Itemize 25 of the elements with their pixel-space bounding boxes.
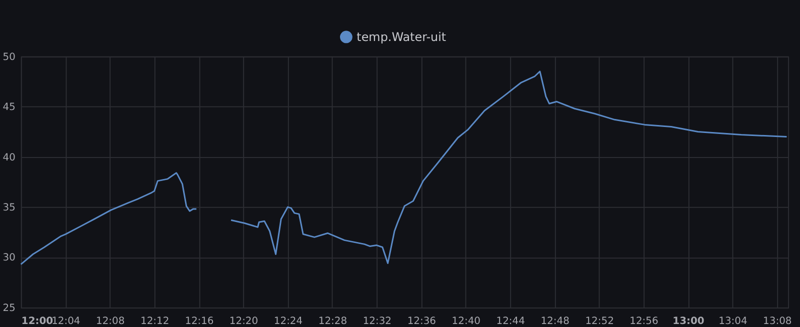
y-tick-label: 45 [2, 102, 16, 114]
x-tick-label: 12:00 [21, 316, 54, 327]
y-tick-label: 30 [2, 252, 16, 264]
legend-label: temp.Water-uit [356, 30, 446, 44]
x-tick-label: 12:56 [630, 316, 658, 327]
y-tick-label: 40 [2, 152, 16, 164]
x-tick-label: 13:04 [718, 316, 748, 327]
y-tick-label: 25 [2, 302, 16, 314]
x-tick-label: 12:28 [318, 316, 348, 327]
x-tick-label: 12:04 [52, 316, 80, 327]
x-tick-label: 12:52 [585, 316, 614, 327]
x-tick-label: 12:32 [362, 316, 392, 327]
x-tick-label: 12:24 [274, 316, 303, 327]
y-tick-label: 50 [2, 52, 16, 63]
x-tick-label: 12:48 [540, 316, 570, 327]
x-tick-label: 13:00 [672, 316, 704, 327]
x-tick-label: 12:36 [407, 316, 436, 327]
x-tick-label: 12:12 [140, 316, 170, 327]
x-tick-label: 12:16 [184, 316, 214, 327]
x-tick-label: 12:40 [452, 316, 480, 327]
x-tick-label: 12:44 [496, 316, 525, 327]
x-tick-label: 12:08 [96, 316, 125, 327]
x-tick-label: 12:20 [229, 316, 258, 327]
x-tick-label: 13:08 [763, 316, 792, 327]
y-tick-label: 35 [2, 202, 16, 214]
